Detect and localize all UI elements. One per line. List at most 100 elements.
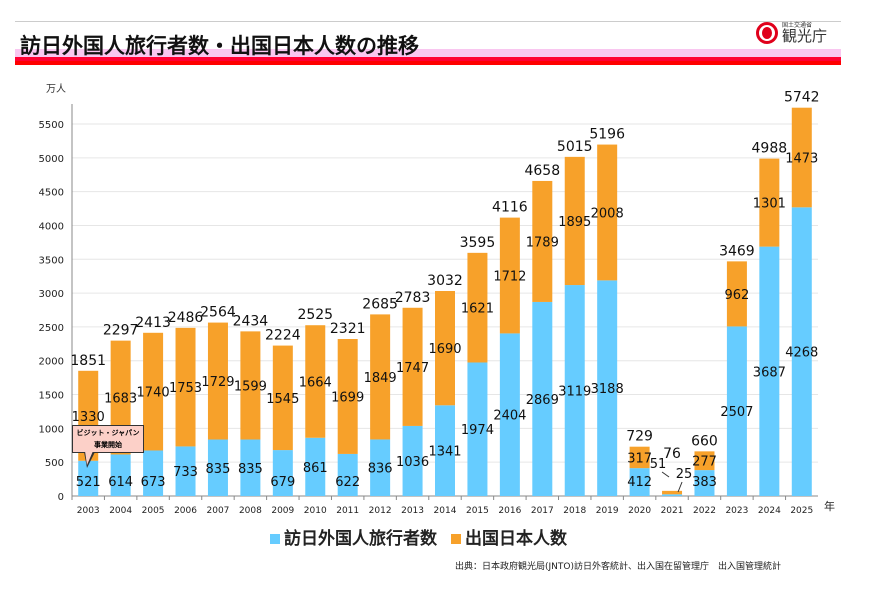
y-tick-label: 2500 <box>39 323 64 334</box>
bar-inbound <box>78 460 99 496</box>
data-label-outbound: 277 <box>692 455 717 470</box>
bar-outbound <box>694 451 715 471</box>
bar-inbound <box>564 285 585 496</box>
data-label-inbound: 1974 <box>461 423 494 438</box>
bar-inbound <box>499 333 520 496</box>
data-label-outbound: 1747 <box>396 361 429 376</box>
data-label-total: 4116 <box>492 200 528 216</box>
bar-outbound <box>272 345 293 451</box>
data-label-inbound: 521 <box>76 475 101 490</box>
bar-inbound <box>597 280 618 496</box>
bar-inbound <box>402 425 423 496</box>
data-label-inbound: 622 <box>335 475 360 490</box>
x-tick-label: 2019 <box>596 506 619 516</box>
x-tick-label: 2003 <box>77 506 100 516</box>
y-tick-label: 5000 <box>39 154 64 165</box>
data-label-outbound: 1664 <box>299 375 332 390</box>
bar-inbound <box>435 405 455 496</box>
data-label-total: 76 <box>663 446 681 462</box>
source-note: 出典：日本政府観光局(JNTO)訪日外客統計、出入国在留管理庁 出入国管理統計 <box>455 562 781 572</box>
data-label-total: 5742 <box>784 90 820 106</box>
header-rule <box>15 21 841 22</box>
data-label-total: 3595 <box>460 235 496 251</box>
x-tick-label: 2023 <box>725 506 748 516</box>
data-label-total: 1851 <box>70 353 106 369</box>
y-tick-label: 4000 <box>39 221 64 232</box>
bar-inbound <box>694 470 715 496</box>
bar-inbound <box>272 450 293 496</box>
logo-ministry: 国土交通省 <box>782 21 813 29</box>
bar-outbound <box>564 156 585 286</box>
logo-agency: 観光庁 <box>782 26 828 45</box>
x-tick-label: 2006 <box>174 506 197 516</box>
bar-inbound <box>175 446 196 496</box>
data-label-inbound: 836 <box>368 462 393 477</box>
y-tick-label: 1000 <box>39 424 64 435</box>
bar-outbound <box>467 252 488 363</box>
bar-outbound <box>759 158 780 247</box>
agency-logo: 国土交通省 観光庁 <box>756 22 827 44</box>
x-tick-label: 2025 <box>790 506 813 516</box>
data-label-inbound: 2404 <box>493 409 526 424</box>
y-tick-label: 3500 <box>39 255 64 266</box>
legend-label-inbound: 訪日外国人旅行者数 <box>284 529 437 549</box>
bar-outbound <box>726 261 747 327</box>
bar-outbound <box>662 490 683 495</box>
bar-outbound <box>499 217 520 334</box>
bar-inbound <box>467 362 488 496</box>
leader-line <box>661 471 670 478</box>
data-label-inbound: 412 <box>627 475 652 490</box>
y-tick-label: 4500 <box>39 188 64 199</box>
bar-outbound <box>402 307 423 426</box>
x-tick-label: 2017 <box>531 506 554 516</box>
x-tick-label: 2021 <box>661 506 684 516</box>
y-tick-label: 0 <box>58 492 64 503</box>
data-label-total: 5196 <box>589 127 625 143</box>
data-label-total: 2413 <box>135 315 171 331</box>
bar-outbound <box>207 322 228 440</box>
data-label-outbound: 962 <box>724 288 749 303</box>
data-label-outbound: 1789 <box>526 235 559 250</box>
data-label-inbound: 733 <box>173 465 198 480</box>
data-label-outbound: 1699 <box>331 390 364 405</box>
y-tick-label: 1500 <box>39 391 64 402</box>
bar-outbound <box>597 144 618 281</box>
data-label-inbound: 3119 <box>558 385 591 400</box>
data-label-outbound: 1599 <box>234 379 267 394</box>
data-label-total: 2297 <box>103 323 139 339</box>
bar-inbound <box>240 439 261 496</box>
callout-visit-japan: ビジット・ジャパン 事業開始 <box>72 425 144 453</box>
data-label-total: 4988 <box>752 141 788 157</box>
bar-outbound <box>532 180 553 302</box>
data-label-outbound: 1621 <box>461 302 494 317</box>
data-label-inbound: 383 <box>692 475 717 490</box>
data-label-outbound: 317 <box>627 451 652 466</box>
legend-item-outbound: 出国日本人数 <box>451 524 567 549</box>
x-tick-label: 2011 <box>336 506 359 516</box>
data-label-outbound: 1683 <box>104 392 137 407</box>
bar-outbound <box>435 290 455 406</box>
data-label-outbound: 1895 <box>558 215 591 230</box>
y-tick-label: 5500 <box>39 120 64 131</box>
data-label-inbound: 3687 <box>753 365 786 380</box>
data-label-total: 3032 <box>427 273 463 289</box>
logo-mark-icon <box>756 22 778 44</box>
data-label-total: 660 <box>691 433 718 449</box>
data-label-total: 2525 <box>297 307 333 323</box>
data-label-total: 2564 <box>200 305 236 321</box>
data-label-outbound: 1690 <box>428 342 461 357</box>
bar-outbound <box>240 331 261 440</box>
data-label-inbound: 614 <box>108 475 133 490</box>
bar-outbound <box>175 327 196 447</box>
bar-inbound <box>759 246 780 496</box>
bar-inbound <box>207 439 228 496</box>
data-label-outbound: 1330 <box>72 410 105 425</box>
y-axis-unit: 万人 <box>46 84 66 95</box>
bar-inbound <box>337 453 358 496</box>
x-tick-label: 2024 <box>758 506 781 516</box>
bar-inbound <box>370 439 391 496</box>
bar-inbound <box>662 494 683 496</box>
data-label-inbound: 3188 <box>591 382 624 397</box>
x-tick-label: 2004 <box>109 506 132 516</box>
callout-line2: 事業開始 <box>94 441 122 449</box>
